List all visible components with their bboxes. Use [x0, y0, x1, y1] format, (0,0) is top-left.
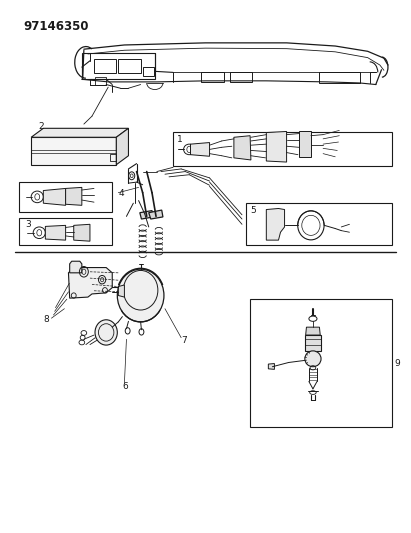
Bar — [19, 182, 112, 212]
Text: 1: 1 — [177, 135, 183, 143]
Text: 9: 9 — [394, 359, 400, 368]
Polygon shape — [43, 189, 66, 205]
Text: 7: 7 — [181, 336, 187, 345]
Bar — [173, 132, 392, 166]
Polygon shape — [74, 224, 90, 241]
Polygon shape — [266, 132, 286, 162]
Polygon shape — [266, 208, 284, 240]
Ellipse shape — [305, 351, 321, 367]
Bar — [250, 299, 392, 427]
Ellipse shape — [95, 320, 117, 345]
Bar — [201, 72, 224, 82]
Polygon shape — [234, 136, 251, 160]
Bar — [94, 59, 116, 73]
Polygon shape — [305, 335, 321, 351]
Bar — [82, 53, 155, 79]
Polygon shape — [116, 128, 129, 165]
Polygon shape — [45, 225, 66, 240]
Bar — [31, 138, 116, 165]
Bar — [143, 67, 154, 76]
Polygon shape — [118, 285, 125, 297]
Text: 97146350: 97146350 — [23, 20, 88, 33]
Bar — [319, 72, 360, 83]
Text: 8: 8 — [43, 315, 49, 324]
Polygon shape — [66, 188, 82, 205]
Polygon shape — [149, 210, 163, 219]
Polygon shape — [299, 132, 311, 157]
Polygon shape — [191, 142, 210, 156]
Bar — [95, 77, 106, 85]
Polygon shape — [31, 128, 129, 138]
Bar — [19, 218, 112, 245]
Bar — [246, 203, 392, 245]
Text: 6: 6 — [122, 382, 128, 391]
Bar — [110, 154, 116, 161]
Polygon shape — [306, 327, 320, 335]
Text: 4: 4 — [118, 189, 124, 198]
Polygon shape — [268, 364, 275, 369]
Text: 2: 2 — [39, 122, 44, 131]
Polygon shape — [140, 211, 154, 219]
Polygon shape — [69, 268, 112, 298]
Ellipse shape — [117, 269, 164, 322]
Bar — [230, 72, 252, 82]
Text: 3: 3 — [25, 220, 31, 229]
Text: 5: 5 — [250, 206, 256, 215]
Polygon shape — [70, 261, 82, 273]
Bar — [118, 59, 141, 73]
